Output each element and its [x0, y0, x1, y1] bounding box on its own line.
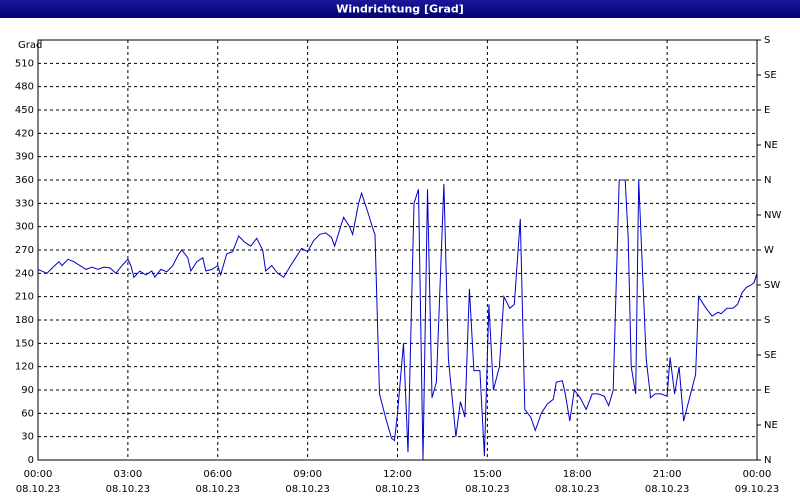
x-tick-date: 09.10.23 [735, 484, 780, 495]
x-tick-date: 08.10.23 [106, 484, 151, 495]
y2-tick-label: SW [764, 280, 780, 291]
y-tick-label: 360 [15, 175, 34, 186]
x-tick-label: 00:00 [743, 469, 772, 480]
y-tick-label: 420 [15, 128, 34, 139]
x-tick-label: 03:00 [113, 469, 142, 480]
title-bar [0, 0, 800, 18]
y2-tick-label: NE [764, 420, 778, 431]
y2-tick-label: SE [764, 350, 777, 361]
y-tick-label: 180 [15, 315, 34, 326]
y-tick-label: 450 [15, 105, 34, 116]
y-tick-label: 0 [28, 455, 34, 466]
y2-tick-label: N [764, 175, 771, 186]
y-tick-label: 210 [15, 292, 34, 303]
y2-tick-label: E [764, 105, 770, 116]
x-tick-label: 15:00 [473, 469, 502, 480]
y-tick-label: 300 [15, 222, 34, 233]
x-tick-date: 08.10.23 [195, 484, 240, 495]
x-tick-date: 08.10.23 [645, 484, 690, 495]
y-tick-label: 270 [15, 245, 34, 256]
x-tick-label: 21:00 [653, 469, 682, 480]
y2-tick-label: N [764, 455, 771, 466]
y-tick-label: 30 [21, 432, 34, 443]
x-tick-label: 18:00 [563, 469, 592, 480]
y2-tick-label: S [764, 315, 770, 326]
y-tick-label: 120 [15, 362, 34, 373]
x-tick-date: 08.10.23 [555, 484, 600, 495]
y-tick-label: 510 [15, 58, 34, 69]
x-tick-date: 08.10.23 [16, 484, 61, 495]
y2-tick-label: SE [764, 70, 777, 81]
y2-tick-label: NE [764, 140, 778, 151]
y-tick-label: 240 [15, 268, 34, 279]
x-tick-date: 08.10.23 [375, 484, 420, 495]
y2-tick-label: S [764, 35, 770, 46]
x-tick-label: 09:00 [293, 469, 322, 480]
y2-tick-label: W [764, 245, 774, 256]
x-tick-label: 12:00 [383, 469, 412, 480]
x-tick-label: 00:00 [24, 469, 53, 480]
y-tick-label: 90 [21, 385, 34, 396]
x-tick-date: 08.10.23 [285, 484, 330, 495]
x-tick-label: 06:00 [203, 469, 232, 480]
y2-tick-label: E [764, 385, 770, 396]
y-tick-label: 390 [15, 152, 34, 163]
x-tick-date: 08.10.23 [465, 484, 510, 495]
y-tick-label: 150 [15, 338, 34, 349]
y2-tick-label: NW [764, 210, 781, 221]
chart-title: Windrichtung [Grad] [336, 3, 464, 16]
y-axis-label: Grad [18, 40, 42, 51]
y-tick-label: 480 [15, 82, 34, 93]
data-line [37, 179, 758, 461]
y-tick-label: 330 [15, 198, 34, 209]
y-tick-label: 60 [21, 408, 34, 419]
